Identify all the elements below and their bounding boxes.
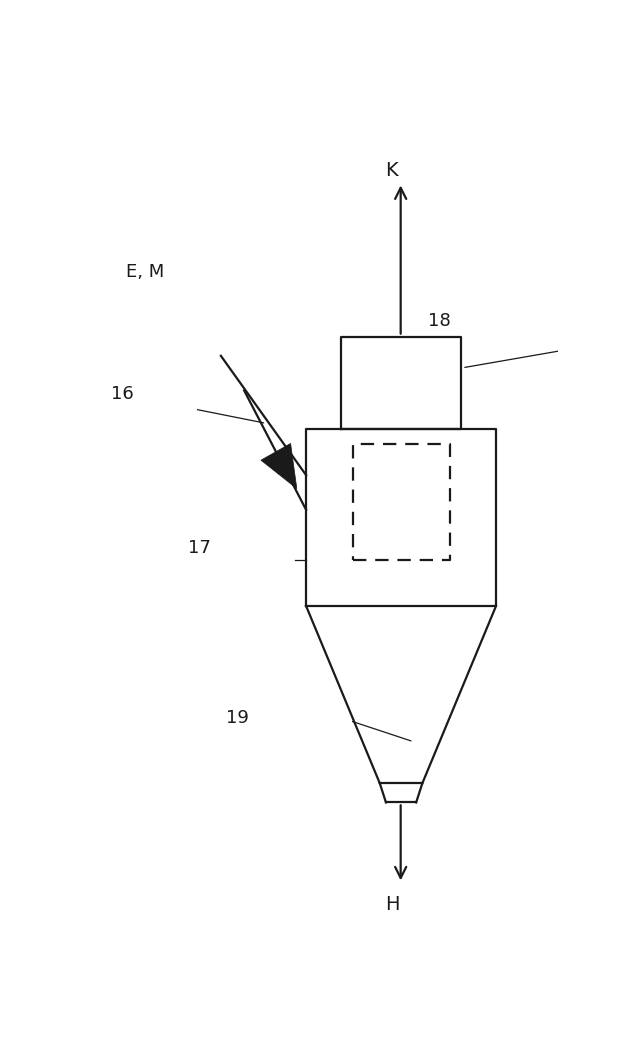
Text: 18: 18 (428, 312, 451, 330)
Text: E, M: E, M (125, 263, 164, 281)
Polygon shape (261, 443, 297, 489)
Text: 19: 19 (226, 710, 249, 728)
Text: 17: 17 (188, 539, 211, 557)
Text: H: H (385, 895, 399, 914)
Text: 16: 16 (111, 385, 134, 403)
Text: K: K (385, 161, 397, 180)
